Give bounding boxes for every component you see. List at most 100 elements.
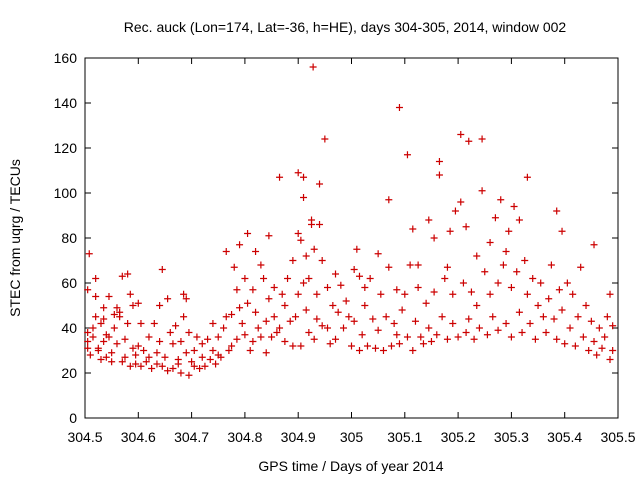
data-point xyxy=(153,360,161,368)
data-point xyxy=(361,302,369,309)
data-point xyxy=(318,322,326,330)
data-point xyxy=(244,299,252,307)
data-point xyxy=(515,308,523,316)
data-point xyxy=(212,360,220,368)
data-point xyxy=(526,320,534,327)
data-point xyxy=(238,320,246,327)
data-point xyxy=(574,313,582,321)
data-point xyxy=(284,275,292,282)
data-point xyxy=(300,279,308,287)
data-point xyxy=(92,313,100,321)
data-point xyxy=(483,331,491,339)
data-point xyxy=(329,302,337,309)
data-point xyxy=(166,329,174,336)
data-point xyxy=(340,324,348,332)
data-point xyxy=(233,335,241,343)
data-point xyxy=(451,207,459,215)
data-point xyxy=(118,358,126,366)
data-point xyxy=(142,358,150,366)
x-axis: 304.5 304.6 304.7 304.8 304.9 305 305.1 305.2 30… xyxy=(67,58,636,445)
data-point xyxy=(355,347,363,354)
data-point xyxy=(462,223,470,231)
data-point xyxy=(270,284,278,291)
data-point xyxy=(310,245,318,253)
data-point xyxy=(395,104,403,111)
x-tick-label: 304.8 xyxy=(227,429,262,445)
data-point xyxy=(145,333,153,341)
data-point xyxy=(497,196,505,204)
data-point xyxy=(262,349,270,357)
data-point xyxy=(571,342,579,350)
data-point xyxy=(513,268,521,276)
y-axis: 0 20 40 60 80 100 120 140 160 xyxy=(54,50,618,426)
data-point xyxy=(100,304,108,312)
data-point xyxy=(595,324,603,332)
data-point xyxy=(582,302,590,309)
y-tick-label: 20 xyxy=(61,365,77,381)
data-point xyxy=(425,216,433,224)
data-point xyxy=(190,347,198,354)
data-point xyxy=(337,281,345,289)
data-point xyxy=(499,261,507,269)
data-point xyxy=(585,347,593,354)
data-point xyxy=(555,286,563,294)
data-point xyxy=(561,340,569,348)
data-point xyxy=(435,171,443,179)
data-point xyxy=(177,338,185,345)
y-axis-label: STEC from uqrg / TECUs xyxy=(7,159,23,317)
data-point xyxy=(89,324,97,332)
data-point xyxy=(206,356,214,363)
data-point xyxy=(249,286,257,294)
data-point xyxy=(457,131,465,138)
data-point xyxy=(236,304,244,312)
data-point xyxy=(110,311,118,318)
x-tick-label: 305.3 xyxy=(494,429,529,445)
data-point xyxy=(153,349,161,357)
data-point xyxy=(252,248,260,255)
data-point xyxy=(217,353,225,361)
y-tick-label: 80 xyxy=(61,230,77,246)
data-point xyxy=(110,324,118,332)
data-point xyxy=(294,290,302,298)
y-tick-label: 100 xyxy=(54,185,78,201)
data-point xyxy=(188,358,196,366)
data-point xyxy=(105,333,113,341)
data-point xyxy=(309,63,317,71)
data-point xyxy=(502,320,510,327)
data-point xyxy=(116,313,124,321)
data-point xyxy=(321,135,329,143)
data-point xyxy=(507,333,515,341)
data-point xyxy=(369,315,377,323)
data-point xyxy=(294,169,302,177)
data-point xyxy=(382,313,390,321)
data-point xyxy=(545,295,553,303)
x-tick-label: 305.4 xyxy=(547,429,582,445)
data-point xyxy=(134,342,142,350)
data-point xyxy=(310,335,318,343)
data-point xyxy=(393,286,401,294)
data-point xyxy=(523,290,531,298)
data-point xyxy=(148,365,156,372)
x-tick-label: 304.9 xyxy=(281,429,316,445)
data-point xyxy=(85,250,93,258)
y-tick-label: 160 xyxy=(54,50,78,66)
data-point xyxy=(443,335,451,343)
data-point xyxy=(606,356,614,363)
data-point xyxy=(547,261,555,269)
data-point xyxy=(465,315,473,323)
data-point xyxy=(590,241,598,249)
data-point xyxy=(348,342,355,350)
data-point xyxy=(169,340,177,348)
data-point xyxy=(222,248,230,255)
data-point xyxy=(579,333,587,341)
data-point xyxy=(393,331,401,339)
data-point xyxy=(198,353,206,361)
data-point xyxy=(254,324,262,332)
data-point xyxy=(603,313,611,321)
data-point xyxy=(515,216,523,224)
data-point xyxy=(129,344,137,352)
data-point xyxy=(198,340,206,348)
data-point xyxy=(481,268,489,276)
data-point xyxy=(297,342,305,350)
data-point xyxy=(164,295,172,303)
